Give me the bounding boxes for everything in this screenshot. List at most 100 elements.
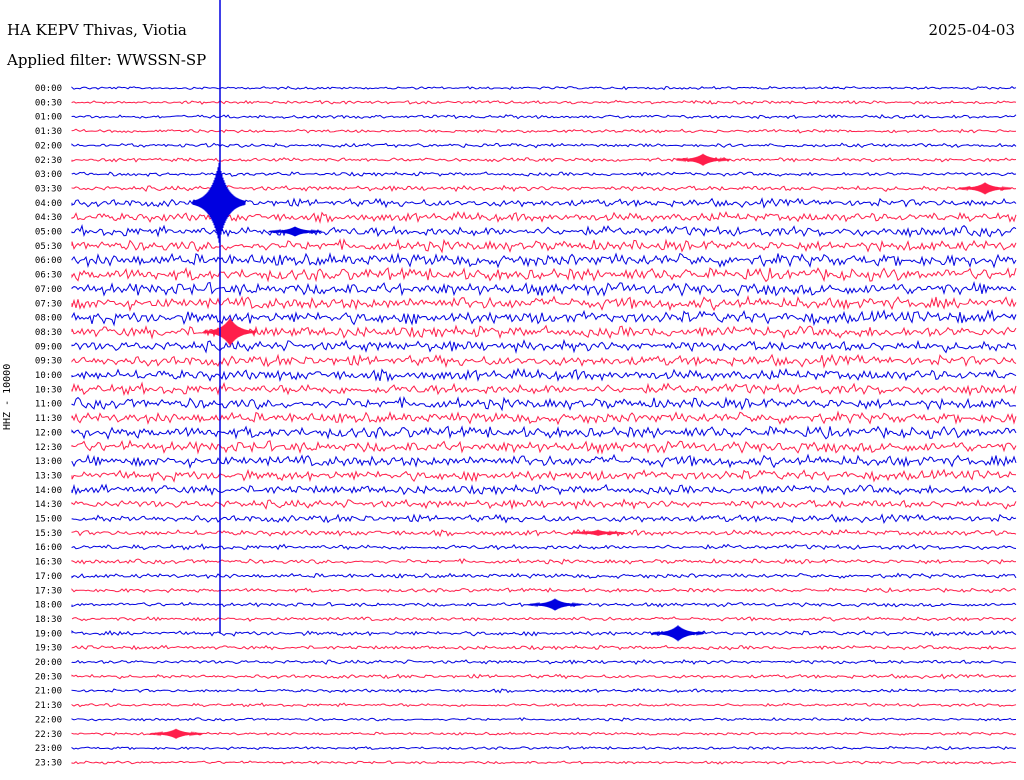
trace-row <box>71 281 1017 297</box>
trace-row <box>71 171 1017 177</box>
row-time-label: 12:00 <box>35 428 62 438</box>
trace-row <box>71 629 1017 637</box>
trace-row <box>71 688 1017 694</box>
trace-row <box>71 184 1017 193</box>
row-time-label: 08:00 <box>35 314 62 324</box>
row-time-label: 19:00 <box>35 629 62 639</box>
row-time-label: 23:30 <box>35 758 62 768</box>
trace-row <box>71 142 1017 149</box>
trace-row <box>71 483 1017 496</box>
trace-row <box>71 224 1017 239</box>
trace-row <box>71 528 1017 538</box>
trace-row <box>71 338 1017 354</box>
seismic-event <box>192 162 246 243</box>
row-time-label: 13:30 <box>35 471 62 481</box>
trace-row <box>71 395 1017 412</box>
row-time-label: 11:00 <box>35 400 62 410</box>
row-time-label: 07:30 <box>35 299 62 309</box>
row-time-label: 03:00 <box>35 170 62 180</box>
seismic-event <box>203 317 257 346</box>
trace-row <box>71 717 1016 722</box>
row-time-label: 07:00 <box>35 285 62 295</box>
trace-row <box>71 266 1017 283</box>
row-time-label: 09:30 <box>35 357 62 367</box>
filter-label: Applied filter: WWSSN-SP <box>7 51 207 69</box>
seismic-event <box>528 598 582 611</box>
trace-row <box>71 558 1017 565</box>
trace-row <box>71 113 1017 120</box>
trace-row <box>71 99 1017 105</box>
seismic-event <box>149 728 203 739</box>
row-time-label: 04:30 <box>35 213 62 223</box>
row-time-label: 15:00 <box>35 515 62 525</box>
row-time-label: 11:30 <box>35 414 62 424</box>
seismic-event <box>958 182 1012 195</box>
row-time-label: 06:30 <box>35 271 62 281</box>
seismic-event <box>571 529 625 536</box>
trace-row <box>71 659 1017 665</box>
seismic-event <box>676 153 730 166</box>
seismic-event <box>651 625 705 642</box>
trace-row <box>71 702 1017 708</box>
row-time-label: 23:00 <box>35 744 62 754</box>
row-time-label: 03:30 <box>35 184 62 194</box>
row-time-label: 02:30 <box>35 156 62 166</box>
row-time-label: 08:30 <box>35 328 62 338</box>
trace-row <box>71 673 1017 680</box>
row-time-label: 18:30 <box>35 615 62 625</box>
trace-row <box>71 410 1017 426</box>
trace-row <box>71 745 1017 751</box>
trace-row <box>71 381 1017 397</box>
trace-row <box>71 644 1017 651</box>
trace-row <box>71 587 1017 594</box>
row-time-label: 20:30 <box>35 672 62 682</box>
row-time-label: 17:30 <box>35 586 62 596</box>
row-time-label: 20:00 <box>35 658 62 668</box>
trace-row <box>71 367 1017 383</box>
row-time-label: 14:00 <box>35 486 62 496</box>
trace-row <box>71 128 1017 134</box>
trace-row <box>71 616 1017 622</box>
row-time-label: 10:00 <box>35 371 62 381</box>
row-time-label: 10:30 <box>35 385 62 395</box>
row-time-label: 16:00 <box>35 543 62 553</box>
trace-row <box>71 760 1017 765</box>
row-time-label: 12:30 <box>35 443 62 453</box>
row-time-label: 00:30 <box>35 98 62 108</box>
trace-row <box>71 453 1017 469</box>
row-time-label: 06:00 <box>35 256 62 266</box>
seismic-event <box>268 226 322 237</box>
trace-row <box>71 252 1017 269</box>
row-time-label: 04:00 <box>35 199 62 209</box>
row-time-label: 05:30 <box>35 242 62 252</box>
trace-row <box>71 353 1017 369</box>
row-time-label: 05:00 <box>35 228 62 238</box>
trace-row <box>71 85 1017 91</box>
row-time-label: 22:00 <box>35 715 62 725</box>
trace-row <box>71 238 1017 254</box>
trace-row <box>71 468 1017 483</box>
row-time-label: 15:30 <box>35 529 62 539</box>
trace-row <box>71 498 1017 511</box>
date-label: 2025-04-03 <box>928 21 1015 39</box>
trace-row <box>71 156 1017 163</box>
row-time-label: 19:30 <box>35 644 62 654</box>
row-time-label: 01:30 <box>35 127 62 137</box>
row-time-label: 09:00 <box>35 342 62 352</box>
row-time-label: 02:00 <box>35 141 62 151</box>
trace-row <box>71 425 1017 440</box>
trace-row <box>71 294 1017 312</box>
row-time-label: 13:00 <box>35 457 62 467</box>
trace-row <box>71 439 1017 455</box>
trace-row <box>71 309 1017 327</box>
row-time-label: 16:30 <box>35 558 62 568</box>
trace-row <box>71 731 1017 736</box>
row-time-label: 21:00 <box>35 687 62 697</box>
row-time-label: 01:00 <box>35 113 62 123</box>
row-time-label: 18:00 <box>35 601 62 611</box>
row-time-label: 22:30 <box>35 730 62 740</box>
row-time-label: 00:00 <box>35 84 62 94</box>
trace-row <box>71 543 1017 551</box>
